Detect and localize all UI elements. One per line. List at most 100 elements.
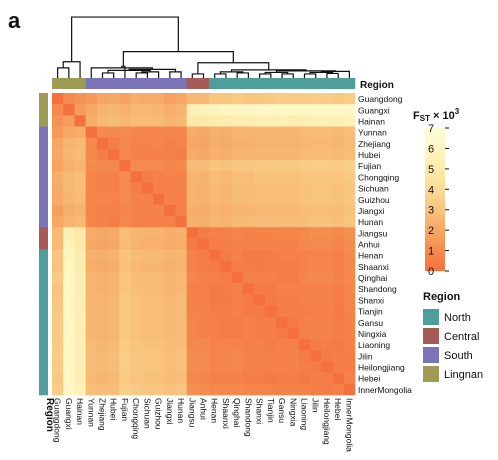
heatmap-cell	[231, 148, 244, 161]
heatmap-cell	[130, 160, 143, 172]
heatmap-cell	[130, 137, 143, 150]
heatmap-cell	[63, 126, 75, 139]
heatmap-cell	[220, 204, 232, 217]
heatmap-cell	[85, 294, 98, 306]
heatmap-cell	[52, 160, 64, 172]
heatmap-cell	[63, 148, 75, 161]
heatmap-cell	[332, 227, 345, 239]
heatmap-cell	[197, 160, 210, 172]
heatmap-cell	[119, 227, 131, 239]
heatmap-cell	[119, 193, 131, 206]
heatmap-cell	[265, 339, 277, 351]
heatmap-cell	[265, 148, 277, 161]
heatmap-cell	[119, 171, 131, 183]
heatmap-cell	[153, 361, 165, 373]
region-bar-segment	[39, 327, 48, 340]
region-bar-segment	[209, 78, 221, 89]
heatmap-cell	[209, 115, 221, 127]
heatmap-cell	[141, 104, 154, 116]
heatmap-cell	[74, 361, 86, 373]
heatmap-cell	[220, 148, 232, 161]
heatmap-cell	[85, 115, 98, 127]
heatmap-cell	[96, 339, 109, 351]
heatmap-cell	[153, 249, 165, 262]
heatmap-cell	[321, 171, 333, 183]
heatmap-cell	[265, 305, 277, 318]
heatmap-cell	[310, 171, 322, 183]
region-bar-segment	[39, 137, 48, 150]
heatmap-cell	[197, 361, 210, 373]
heatmap-cell	[265, 115, 277, 127]
heatmap-cell	[186, 160, 199, 172]
heatmap-cell	[231, 271, 244, 284]
heatmap-cell	[108, 260, 120, 273]
heatmap-cell	[175, 271, 187, 284]
heatmap-cell	[130, 216, 143, 228]
heatmap-cell	[96, 350, 109, 362]
heatmap-cell	[130, 372, 143, 385]
heatmap-cell	[74, 148, 86, 161]
heatmap-cell	[265, 249, 277, 262]
heatmap-cell	[130, 350, 143, 362]
heatmap-cell	[298, 260, 311, 273]
heatmap-cell	[130, 115, 143, 127]
heatmap-cell	[52, 238, 64, 250]
heatmap-cell	[186, 93, 199, 105]
heatmap-cell	[197, 305, 210, 318]
heatmap-cell	[254, 339, 266, 351]
heatmap-cell	[276, 171, 288, 183]
heatmap-cell	[276, 327, 288, 340]
region-bar-segment	[39, 227, 48, 239]
region-bar-segment	[39, 294, 48, 306]
heatmap-cell	[63, 137, 75, 150]
heatmap-cell	[310, 350, 322, 362]
heatmap-cell	[209, 160, 221, 172]
heatmap-cell	[209, 316, 221, 329]
heatmap-cell	[153, 350, 165, 362]
column-label: Hubei	[109, 398, 119, 420]
heatmap-cell	[276, 204, 288, 217]
heatmap-cell	[343, 115, 356, 127]
heatmap-cell	[153, 260, 165, 273]
heatmap-cell	[108, 361, 120, 373]
heatmap-cell	[119, 294, 131, 306]
heatmap-cell	[254, 260, 266, 273]
heatmap-cell	[287, 305, 300, 318]
colorbar-tick-label: 6	[428, 143, 434, 155]
heatmap-cell	[254, 104, 266, 116]
heatmap-cell	[186, 126, 199, 139]
heatmap-cell	[231, 372, 244, 385]
region-bar-segment	[332, 78, 345, 89]
heatmap-cell	[254, 327, 266, 340]
heatmap-cell	[298, 216, 311, 228]
heatmap-cell	[141, 339, 154, 351]
heatmap-cell	[209, 204, 221, 217]
heatmap-cell	[265, 204, 277, 217]
heatmap-cell	[153, 115, 165, 127]
heatmap-cell	[153, 126, 165, 139]
heatmap-cell	[343, 227, 356, 239]
heatmap-cell	[287, 316, 300, 329]
heatmap-cell	[164, 148, 176, 161]
heatmap-cell	[85, 182, 98, 194]
heatmap-cell	[332, 204, 345, 217]
heatmap-cell	[254, 171, 266, 183]
heatmap-cell	[197, 339, 210, 351]
heatmap-cell	[63, 115, 75, 127]
heatmap-cell	[276, 193, 288, 206]
heatmap-cell	[96, 115, 109, 127]
heatmap-cell	[63, 350, 75, 362]
heatmap-cell	[108, 227, 120, 239]
heatmap-cell	[74, 204, 86, 217]
heatmap-cell	[74, 249, 86, 262]
heatmap-cell	[96, 294, 109, 306]
heatmap-cell	[287, 137, 300, 150]
heatmap-cell	[175, 283, 187, 295]
heatmap-cell	[220, 137, 232, 150]
row-label: Tianjin	[358, 307, 383, 317]
heatmap-cell	[186, 283, 199, 295]
heatmap-cell	[321, 216, 333, 228]
heatmap-cell	[332, 104, 345, 116]
heatmap-cell	[254, 271, 266, 284]
column-label: Guangxi	[64, 398, 74, 430]
